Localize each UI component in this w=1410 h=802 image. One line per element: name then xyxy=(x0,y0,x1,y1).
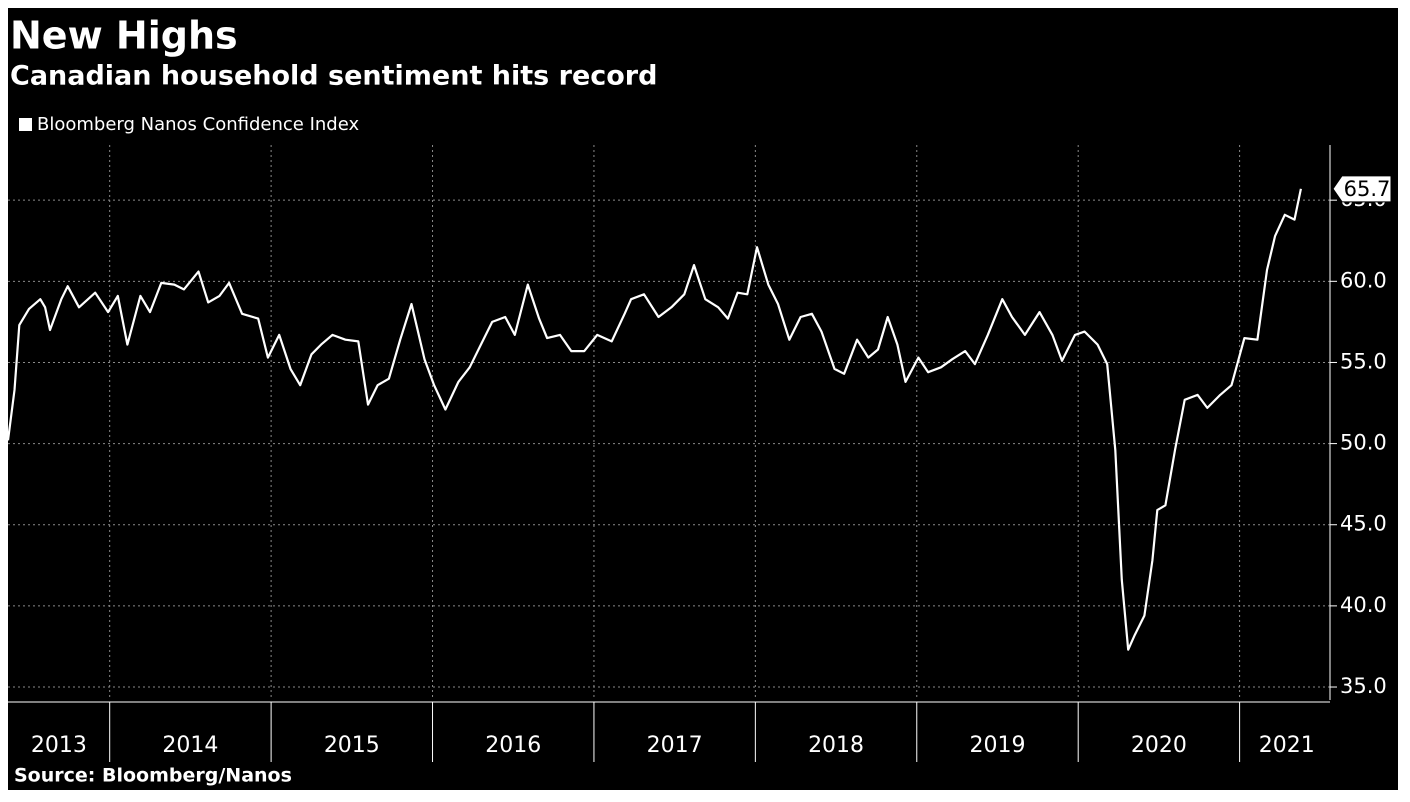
chart-subtitle: Canadian household sentiment hits record xyxy=(10,61,657,92)
x-tick-label: 2013 xyxy=(31,733,87,758)
x-tick-label: 2015 xyxy=(324,733,380,758)
y-tick-label: 45.0 xyxy=(1340,512,1387,536)
y-tick-label: 60.0 xyxy=(1340,268,1387,292)
legend-swatch xyxy=(19,118,32,131)
x-tick-label: 2017 xyxy=(647,733,703,758)
y-tick-label: 40.0 xyxy=(1340,593,1387,617)
y-tick-label: 50.0 xyxy=(1340,431,1387,455)
x-tick-label: 2014 xyxy=(162,733,218,758)
x-tick-label: 2018 xyxy=(808,733,864,758)
last-value-label: 65.7 xyxy=(1344,177,1391,201)
source: Source: Bloomberg/Nanos xyxy=(14,765,292,787)
y-tick-label: 35.0 xyxy=(1340,674,1387,698)
x-tick-label: 2020 xyxy=(1131,733,1187,758)
x-tick-label: 2019 xyxy=(969,733,1025,758)
last-value-callout xyxy=(1332,175,1392,203)
x-tick-label: 2016 xyxy=(485,733,541,758)
x-tick-label: 2021 xyxy=(1259,733,1315,758)
y-tick-label: 55.0 xyxy=(1340,349,1387,373)
legend-label: Bloomberg Nanos Confidence Index xyxy=(37,114,359,135)
chart-title: New Highs xyxy=(10,14,238,58)
series-line xyxy=(6,188,1302,651)
chart-background xyxy=(8,8,1398,790)
